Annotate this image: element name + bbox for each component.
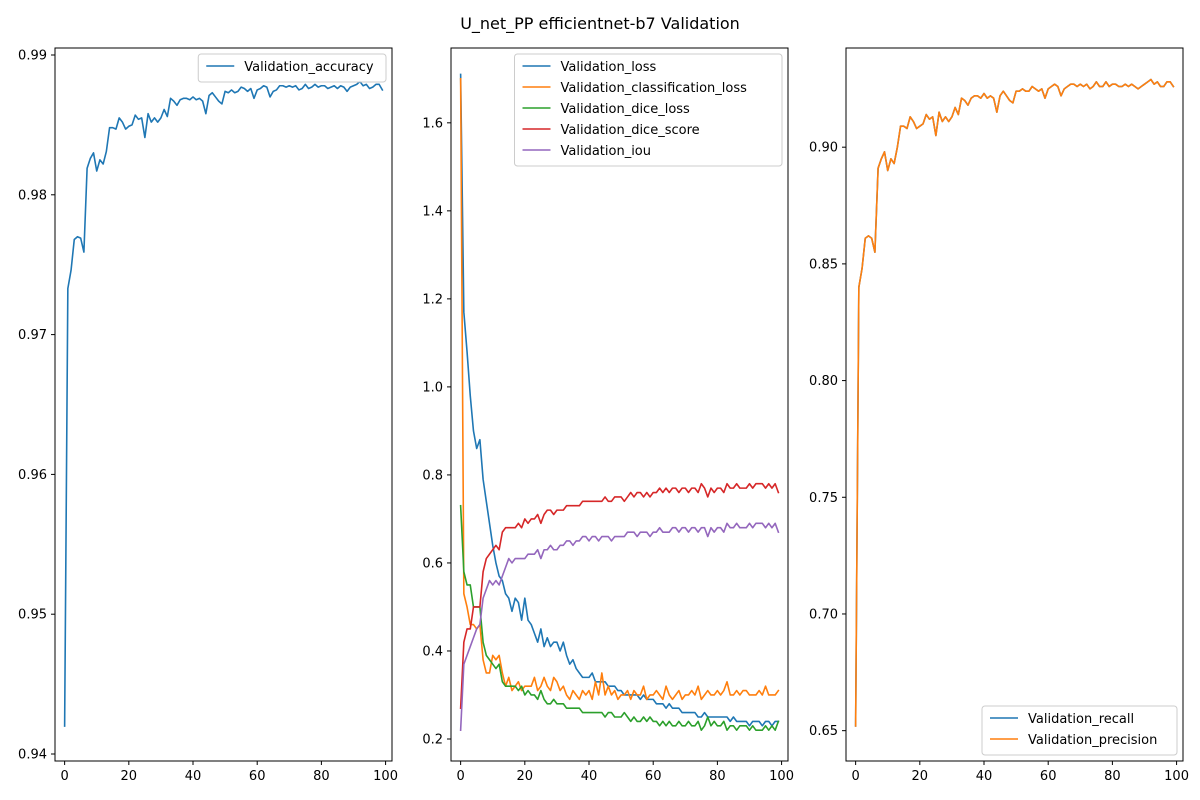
axes-frame [845, 47, 1184, 762]
legend-label: Validation_dice_loss [561, 102, 691, 117]
y-tick-label: 1.2 [422, 292, 443, 307]
x-tick-label: 60 [645, 769, 662, 784]
series-line-validation-iou [459, 522, 780, 732]
legend: Validation_loss Validation_classification… [514, 53, 783, 167]
y-tick-label: 0.94 [18, 748, 47, 763]
legend-label: Validation_precision [1028, 733, 1157, 748]
legend-label: Validation_recall [1028, 712, 1134, 727]
x-tick-label: 100 [769, 769, 794, 784]
legend: Validation_recall Validation_precision [981, 705, 1178, 756]
x-tick-label: 80 [709, 769, 726, 784]
legend: Validation_accuracy [197, 53, 387, 83]
y-tick-label: 0.99 [18, 48, 47, 63]
legend-label: Validation_classification_loss [561, 81, 748, 96]
y-tick-label: 0.98 [18, 188, 47, 203]
x-tick-label: 100 [1164, 769, 1189, 784]
legend-box [514, 53, 783, 167]
subplots: 0 20 40 60 80 100 0.94 0.95 0.96 0.97 0.98 0.99 Vali… [18, 47, 1189, 784]
series-group [459, 73, 780, 732]
x-tick-label: 0 [851, 769, 859, 784]
y-tick-label: 0.70 [809, 607, 838, 622]
x-tick-label: 0 [60, 769, 68, 784]
x-tick-label: 100 [373, 769, 398, 784]
x-tick-label: 40 [976, 769, 993, 784]
subplot-2: 0 20 40 60 80 100 0.2 0.4 0.6 0.8 1.0 1.2 1.4 1.6 Vali… [422, 47, 794, 784]
y-tick-label: 1.6 [422, 116, 443, 131]
legend-label: Validation_loss [561, 60, 657, 75]
y-tick-label: 0.2 [422, 732, 443, 747]
y-tick-label: 0.96 [18, 468, 47, 483]
x-tick-label: 80 [1104, 769, 1121, 784]
series-line-validation-recall [854, 78, 1175, 727]
x-tick-label: 0 [456, 769, 464, 784]
x-tick-label: 40 [581, 769, 598, 784]
x-tick-label: 40 [185, 769, 202, 784]
y-tick-label: 1.4 [422, 204, 443, 219]
legend-label: Validation_dice_score [561, 123, 700, 138]
legend-label: Validation_iou [561, 144, 652, 159]
series-group [854, 78, 1175, 727]
y-tick-label: 0.4 [422, 644, 443, 659]
y-tick-label: 0.80 [809, 374, 838, 389]
subplot-3: 0 20 40 60 80 100 0.65 0.70 0.75 0.80 0.85 0.90 Vali… [809, 47, 1189, 784]
subplot-1: 0 20 40 60 80 100 0.94 0.95 0.96 0.97 0.98 0.99 Vali… [18, 47, 398, 784]
y-tick-label: 0.8 [422, 468, 443, 483]
y-tick-label: 1.0 [422, 380, 443, 395]
axes-frame [450, 47, 789, 762]
x-tick-label: 60 [249, 769, 266, 784]
axes-frame [54, 47, 393, 762]
x-tick-label: 20 [912, 769, 929, 784]
series-line-validation-accuracy [63, 80, 384, 727]
x-tick-label: 20 [517, 769, 534, 784]
y-tick-label: 0.95 [18, 608, 47, 623]
y-tick-label: 0.75 [809, 491, 838, 506]
y-tick-label: 0.6 [422, 556, 443, 571]
y-tick-label: 0.90 [809, 141, 838, 156]
x-tick-label: 60 [1040, 769, 1057, 784]
series-line-validation-dice-loss [459, 504, 780, 731]
x-tick-label: 80 [313, 769, 330, 784]
legend-box [197, 53, 387, 83]
series-line-validation-dice-score [459, 482, 780, 710]
figure-title: U_net_PP efficientnet-b7 Validation [460, 14, 740, 34]
series-group [63, 80, 384, 727]
x-tick-label: 20 [121, 769, 138, 784]
y-tick-label: 0.97 [18, 328, 47, 343]
series-line-validation-classification-loss [459, 78, 780, 701]
series-line-validation-precision [854, 78, 1175, 727]
y-tick-label: 0.65 [809, 724, 838, 739]
legend-box [981, 705, 1178, 756]
legend-label: Validation_accuracy [244, 60, 374, 75]
series-line-validation-loss [459, 73, 780, 727]
y-tick-label: 0.85 [809, 257, 838, 272]
